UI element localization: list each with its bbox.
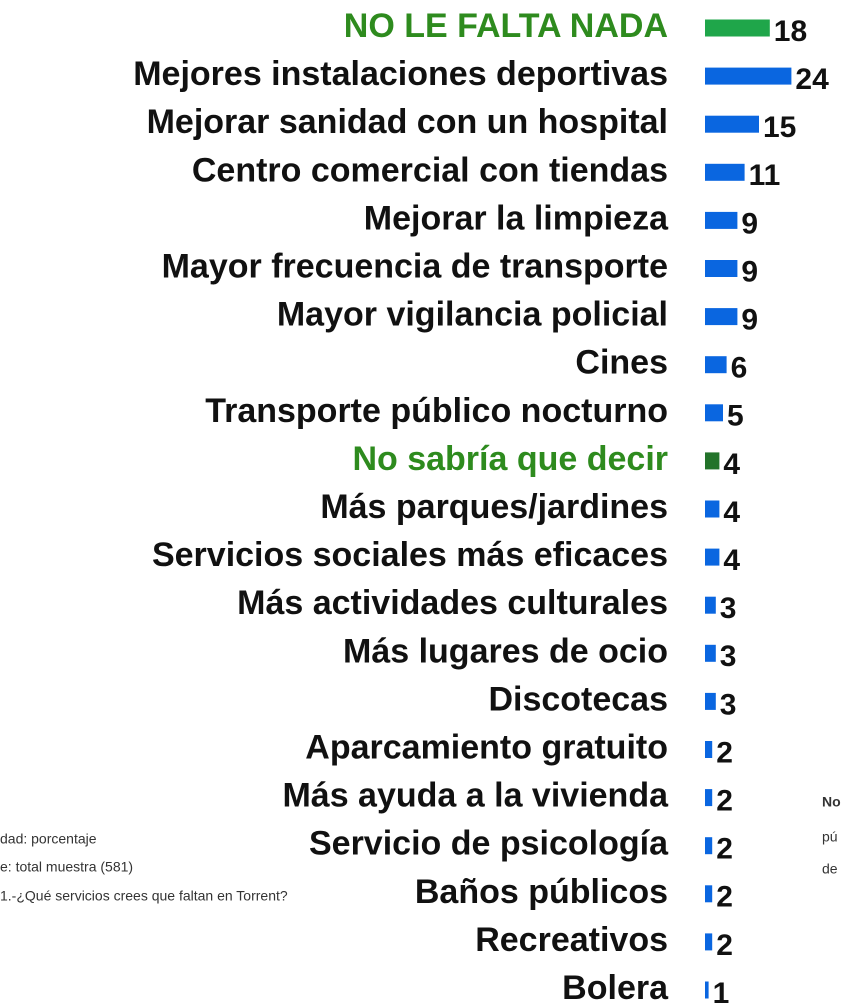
value-label: 24 [795, 63, 829, 96]
value-label: 2 [716, 881, 733, 914]
value-label: 3 [720, 592, 737, 625]
bar [705, 404, 723, 422]
value-label: 3 [720, 688, 737, 721]
category-label: Baños públicos [415, 873, 668, 911]
category-label: Aparcamiento gratuito [305, 728, 668, 766]
value-label: 4 [723, 544, 740, 577]
category-label: Mayor vigilancia policial [277, 296, 668, 334]
category-label: Bolera [562, 969, 669, 1005]
bar [705, 452, 720, 470]
value-label: 9 [741, 207, 758, 240]
bar [705, 692, 716, 710]
value-label: 2 [716, 833, 733, 866]
note: e: total muestra (581) [0, 859, 133, 875]
category-label: Más lugares de ocio [343, 632, 668, 670]
bar [705, 741, 713, 758]
note: No [822, 794, 841, 810]
bar [705, 19, 770, 37]
category-label: Mayor frecuencia de transporte [162, 247, 668, 285]
note: dad: porcentaje [0, 831, 97, 847]
bar [705, 596, 716, 614]
category-label: Más ayuda a la vivienda [282, 777, 669, 815]
note: de [822, 861, 838, 877]
bar [705, 308, 738, 326]
category-label: Cines [575, 344, 668, 382]
value-label: 2 [716, 785, 733, 818]
value-label: 4 [723, 496, 740, 529]
category-label: Recreativos [475, 921, 668, 959]
bar [705, 981, 709, 999]
value-label: 18 [774, 15, 807, 48]
category-label: Transporte público nocturno [205, 392, 668, 430]
note: 1.-¿Qué servicios crees que faltan en To… [0, 888, 288, 904]
value-label: 2 [716, 929, 733, 962]
category-label: Mejorar la limpieza [364, 199, 669, 237]
category-label: Mejorar sanidad con un hospital [147, 103, 668, 141]
category-label: Más actividades culturales [237, 584, 668, 622]
bar [705, 789, 713, 807]
bar [705, 933, 713, 951]
note: pú [822, 829, 838, 845]
value-label: 15 [763, 111, 796, 144]
value-label: 1 [713, 977, 730, 1005]
category-label: Más parques/jardines [320, 488, 668, 526]
bar [705, 67, 792, 85]
category-label: NO LE FALTA NADA [344, 7, 668, 45]
bar [705, 885, 713, 903]
category-label: No sabría que decir [352, 440, 668, 478]
category-label: Centro comercial con tiendas [192, 151, 668, 189]
value-label: 3 [720, 640, 737, 673]
bar [705, 500, 720, 518]
value-label: 5 [727, 400, 744, 433]
value-label: 2 [716, 736, 733, 769]
bar [705, 356, 727, 374]
category-label: Servicios sociales más eficaces [152, 536, 668, 574]
bar [705, 548, 720, 566]
value-label: 9 [741, 255, 758, 288]
value-label: 9 [741, 304, 758, 337]
value-label: 6 [731, 352, 748, 385]
category-label: Servicio de psicología [309, 825, 669, 863]
bar [705, 260, 738, 277]
bar [705, 115, 759, 133]
value-label: 4 [723, 448, 740, 481]
bar [705, 163, 745, 181]
bar [705, 837, 713, 855]
bar [705, 211, 738, 229]
category-label: Mejores instalaciones deportivas [133, 55, 668, 93]
bar [705, 644, 716, 662]
category-label: Discotecas [488, 680, 668, 718]
value-label: 11 [749, 159, 781, 192]
